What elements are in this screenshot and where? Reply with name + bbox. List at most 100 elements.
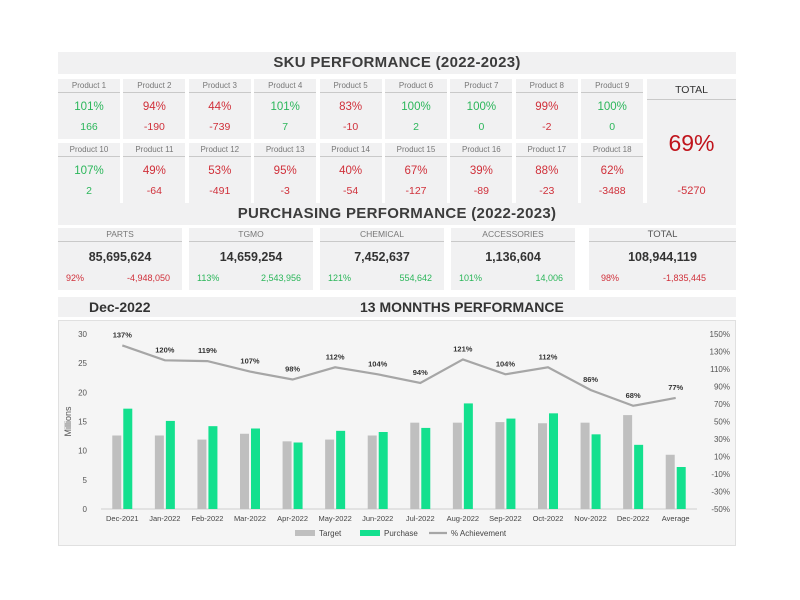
sku-tile-diff: 2 [86,185,92,197]
sku-total-pct: 69% [668,130,715,156]
achievement-data-label: 68% [626,391,641,400]
sku-tile-label: Product 14 [319,143,382,157]
sku-tile: Product 16 39% -89 [450,143,513,203]
sku-tile: Product 2 94% -190 [123,79,186,139]
y2-tick-label: -10% [711,470,730,479]
purchasing-card-value: 7,452,637 [354,250,410,264]
sku-tile-diff: 7 [282,121,289,133]
target-bar [325,439,335,509]
y2-tick-label: 70% [714,400,730,409]
sku-tile-label: Product 16 [450,143,513,157]
sku-tile-label: Product 8 [515,79,578,93]
x-tick-label: Sep-2022 [489,514,522,523]
sku-tile-pct: 88% [535,165,559,177]
purchasing-card-pct: 92% [66,273,85,283]
purchasing-card-diff: 14,006 [535,273,563,283]
sku-tile-pct: 53% [208,165,232,177]
purchasing-card-label: CHEMICAL [320,228,444,242]
purchasing-card-diff: 554,642 [399,273,432,283]
sku-tile-diff: 2 [413,121,419,133]
purchase-bar [421,427,431,509]
purchase-bar [378,432,388,509]
achievement-data-label: 137% [113,330,133,339]
x-tick-label: Nov-2022 [574,514,607,523]
purchasing-card-diff: 2,543,956 [260,273,301,283]
sku-tile-label: Product 11 [123,143,186,157]
x-tick-label: Jul-2022 [406,514,435,523]
target-bar [580,422,590,509]
y-axis-label: Millions [63,406,73,437]
purchase-bar [463,403,473,509]
y2-tick-label: 30% [714,435,730,444]
legend-achievement-label: % Achievement [451,529,507,538]
sku-tile: Product 11 49% -64 [123,143,186,203]
target-bar [240,433,249,509]
purchasing-card-value: 14,659,254 [219,250,283,264]
sku-tile-pct: 107% [74,165,104,177]
purchasing-total-diff: -1,835,445 [662,273,706,283]
target-bar [282,441,292,509]
sku-tile-pct: 44% [208,101,232,113]
achievement-data-label: 121% [453,344,473,353]
sku-tile-diff: -10 [343,121,359,133]
y2-tick-label: 150% [710,330,730,339]
x-tick-label: Dec-2021 [106,514,139,523]
legend-target-swatch [295,530,315,536]
sku-tile-pct: 67% [404,165,428,177]
achievement-data-label: 104% [368,359,388,368]
y-tick-label: 30 [78,330,87,339]
sku-tile-label: Product 17 [515,143,578,157]
purchase-bar [123,408,133,509]
achievement-line [121,344,676,407]
purchasing-card-label: PARTS [58,228,182,242]
sku-tile: Product 12 53% -491 [188,143,251,203]
achievement-data-label: 94% [413,368,428,377]
x-tick-label: May-2022 [318,514,351,523]
sku-tile-label: Product 5 [319,79,382,93]
target-bar [154,435,164,509]
achievement-data-label: 112% [326,352,345,361]
sku-total-label: TOTAL [647,81,736,100]
sku-tile-label: Product 4 [254,79,317,93]
chart-header: Dec-2022 13 MONNTHS PERFORMANCE [58,297,736,317]
achievement-data-label: 120% [155,345,175,354]
purchasing-card: CHEMICAL 7,452,637 121% 554,642 [320,228,444,290]
sku-tile: Product 7 100% 0 [450,79,513,139]
purchasing-total-pct: 98% [601,273,620,283]
achievement-data-label: 77% [668,383,683,392]
sku-tile: Product 5 83% -10 [319,79,382,139]
sku-total-diff: -5270 [677,185,706,197]
sku-tile-diff: -3 [280,185,290,197]
y-tick-label: 0 [83,505,88,514]
sku-tile-diff: -54 [343,185,359,197]
sku-tile-diff: 166 [80,121,98,133]
target-bar [197,439,207,509]
sku-tile: Product 14 40% -54 [319,143,382,203]
sku-total-tile: TOTAL 69% -5270 [647,79,736,203]
y-tick-label: 25 [78,359,87,368]
sku-tile-diff: 0 [609,121,616,133]
sku-tile-diff: -3488 [598,185,626,197]
sku-tile: Product 10 107% 2 [58,143,120,203]
sku-tile-label: Product 10 [58,143,120,157]
sku-tile-label: Product 15 [385,143,447,157]
x-tick-label: Jan-2022 [149,514,180,523]
sku-tile: Product 1 101% 166 [58,79,120,139]
sku-grid: TOTAL 69% -5270 Product 1 101% 166 Product … [58,79,736,203]
sku-tile-pct: 100% [466,101,497,113]
x-tick-label: Dec-2022 [617,514,650,523]
achievement-data-label: 86% [583,375,598,384]
purchasing-card-pct: 113% [197,273,220,283]
purchase-bar [336,430,346,509]
legend-target-label: Target [319,529,342,538]
purchasing-card-value: 85,695,624 [88,250,152,264]
purchasing-total-value: 108,944,119 [628,250,697,264]
x-tick-label: Apr-2022 [277,514,308,523]
purchasing-total-label: TOTAL [589,228,736,242]
sku-tile-diff: -739 [209,121,231,133]
dashboard: SKU PERFORMANCE (2022-2023) TOTAL 69% -5… [58,52,736,546]
sku-tile-label: Product 12 [188,143,251,157]
purchasing-performance-title: PURCHASING PERFORMANCE (2022-2023) [58,203,736,225]
sku-tile-diff: -64 [146,185,162,197]
legend-purchase-swatch [360,530,380,536]
